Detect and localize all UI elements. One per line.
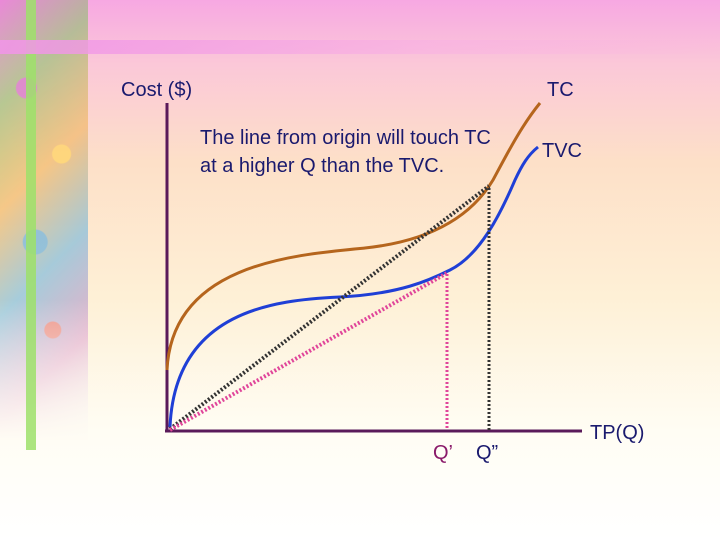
explanatory-note: The line from origin will touch TC at a …: [200, 127, 491, 177]
tvc-curve-label: TVC: [542, 140, 582, 162]
tc-curve-label: TC: [547, 79, 574, 101]
tvc-tangent-ray: [169, 271, 448, 432]
x-axis-label: TP(Q): [590, 422, 645, 444]
q-prime-label: Q’: [433, 442, 453, 464]
tvc-curve: [168, 145, 539, 428]
tc-curve: [165, 102, 542, 371]
tc-tangent-ray: [168, 184, 491, 431]
decorative-vertical-bar: [26, 0, 36, 450]
q-double-prime-label: Q”: [476, 442, 499, 464]
decorative-fade: [0, 300, 88, 440]
y-axis-label: Cost ($): [121, 79, 193, 101]
decorative-horizontal-bar: [0, 40, 720, 54]
